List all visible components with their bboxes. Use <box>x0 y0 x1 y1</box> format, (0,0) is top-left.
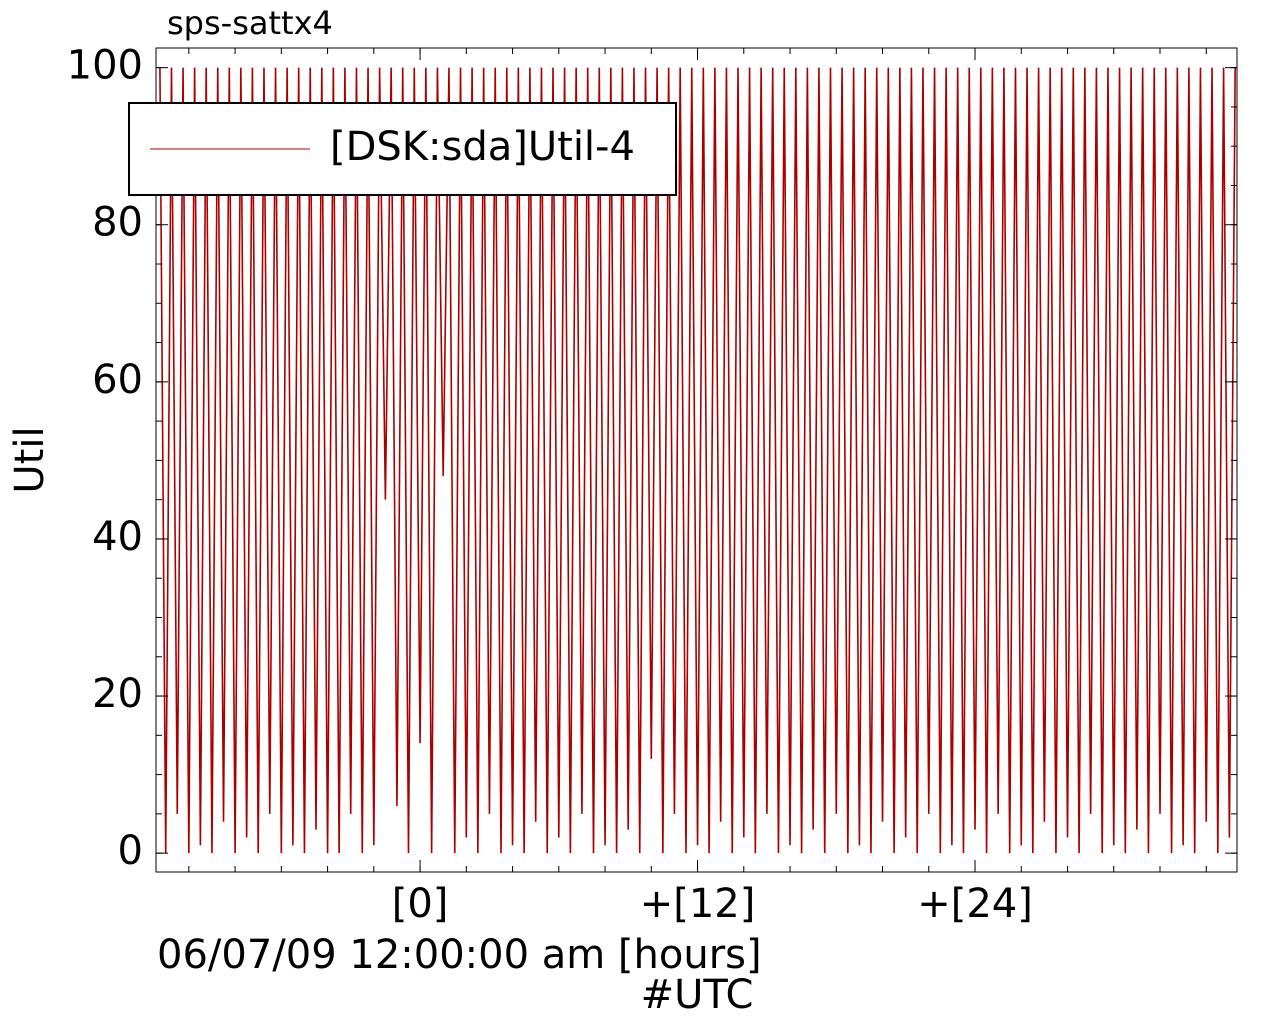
data-line <box>159 67 1236 854</box>
x-axis-label: #UTC <box>641 972 754 1018</box>
y-tick-label: 20 <box>92 671 143 717</box>
y-tick-label: 40 <box>92 514 143 560</box>
y-tick-label: 80 <box>92 200 143 246</box>
x-tick-label: [0] <box>392 881 449 927</box>
plot-border <box>155 47 1238 873</box>
x-tick-label: +[24] <box>917 881 1033 927</box>
y-axis-label: Util <box>7 426 53 493</box>
y-tick-label: 60 <box>92 357 143 403</box>
x-axis-label: 06/07/09 12:00:00 am [hours] <box>157 932 762 978</box>
chart-title: sps-sattx4 <box>167 4 333 42</box>
x-tick-label: +[12] <box>640 881 756 927</box>
legend-label: [DSK:sda]Util-4 <box>330 124 635 170</box>
y-tick-label: 100 <box>67 43 143 89</box>
y-tick-label: 0 <box>118 828 143 874</box>
